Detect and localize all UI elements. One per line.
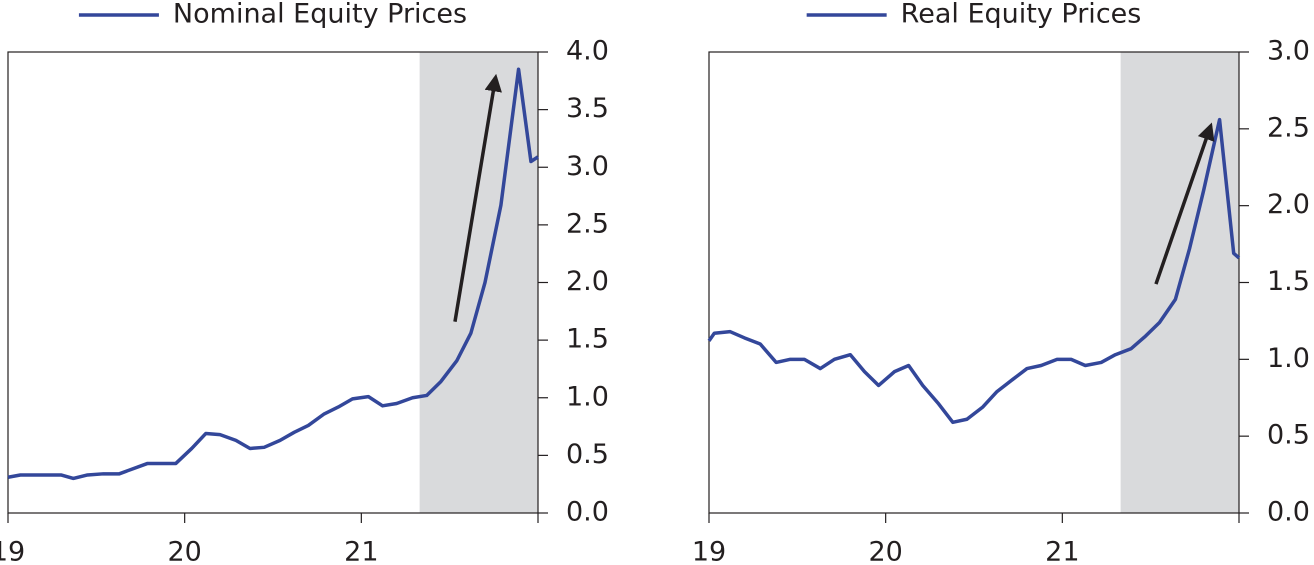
legend: Real Equity Prices — [806, 0, 1142, 30]
y-tick-label: 1.5 — [1267, 266, 1310, 297]
y-tick-label: 1.0 — [566, 381, 609, 412]
y-tick-label: 0.5 — [1267, 420, 1310, 451]
legend: Nominal Equity Prices — [78, 0, 467, 30]
data-line — [7, 67, 539, 481]
y-tick-label: 1.5 — [566, 324, 609, 355]
x-tick-label: 20 — [167, 537, 201, 565]
y-tick-label: 2.5 — [566, 208, 609, 239]
shaded-region — [419, 52, 538, 513]
x-tick-label: 21 — [344, 537, 378, 565]
legend-label: Nominal Equity Prices — [173, 0, 467, 30]
y-tick-label: 2.0 — [566, 266, 609, 297]
annotation-arrow — [453, 73, 502, 322]
data-line — [707, 117, 1241, 425]
annotation-arrow — [1154, 122, 1215, 285]
x-tick-label: 21 — [1045, 537, 1079, 565]
x-tick-label: 19 — [0, 537, 25, 565]
legend-label: Real Equity Prices — [901, 0, 1142, 30]
x-tick-label: 19 — [692, 537, 726, 565]
y-tick-label: 0.0 — [1267, 497, 1310, 528]
y-tick-label: 3.5 — [566, 93, 609, 124]
y-tick-label: 2.0 — [1267, 189, 1310, 220]
y-tick-label: 1.0 — [1267, 343, 1310, 374]
y-tick-label: 4.0 — [566, 36, 609, 67]
y-tick-label: 3.0 — [1267, 36, 1310, 67]
y-tick-label: 0.5 — [566, 439, 609, 470]
y-tick-label: 0.0 — [566, 497, 609, 528]
y-tick-label: 3.0 — [566, 151, 609, 182]
x-tick-label: 20 — [868, 537, 902, 565]
y-tick-label: 2.5 — [1267, 112, 1310, 143]
